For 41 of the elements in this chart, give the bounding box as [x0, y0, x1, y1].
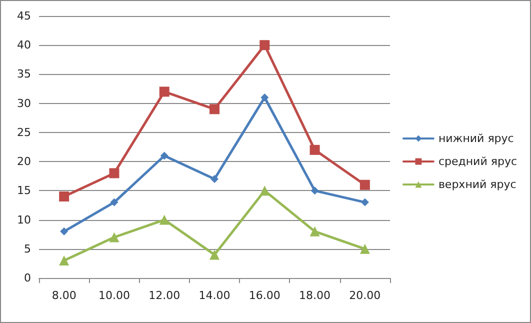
- point: [360, 180, 370, 190]
- point: [159, 86, 170, 97]
- point: [159, 214, 170, 225]
- point: [260, 40, 270, 50]
- x-tick-label: 8.00: [52, 289, 76, 302]
- point: [160, 152, 168, 160]
- x-tick-label: 12.00: [148, 289, 180, 302]
- point: [260, 94, 269, 102]
- y-tick-label: 25: [17, 126, 31, 139]
- point: [360, 198, 369, 206]
- point: [59, 256, 70, 266]
- y-tick-label: 45: [17, 10, 31, 22]
- point: [360, 244, 370, 254]
- x-tick-label: 18.00: [299, 289, 331, 302]
- y-tick-label: 40: [17, 38, 31, 52]
- x-tick-label: 10.00: [98, 289, 130, 302]
- x-tick-label: 20.00: [349, 289, 381, 302]
- legend-label: верхний ярус: [438, 178, 516, 191]
- point: [110, 198, 118, 206]
- y-tick-label: 15: [17, 184, 31, 198]
- x-tick-label: 14.00: [198, 289, 230, 302]
- legend-label: нижний ярус: [438, 132, 514, 145]
- point: [210, 175, 218, 184]
- y-tick-label: 30: [17, 96, 31, 110]
- point: [310, 186, 319, 195]
- y-tick-label: 10: [17, 213, 31, 226]
- point: [109, 232, 120, 242]
- point: [310, 226, 320, 236]
- legend-label: средний ярус: [438, 155, 517, 168]
- y-tick-label: 35: [17, 68, 31, 81]
- x-tick-label: 16.00: [248, 289, 280, 302]
- y-tick-label: 20: [17, 155, 31, 168]
- point: [210, 104, 220, 114]
- point: [210, 250, 220, 260]
- point: [109, 168, 120, 178]
- point: [260, 186, 270, 196]
- point: [60, 227, 68, 236]
- point: [310, 144, 320, 155]
- point: [59, 191, 70, 202]
- y-tick-label: 0: [24, 272, 31, 284]
- y-tick-label: 5: [24, 242, 31, 256]
